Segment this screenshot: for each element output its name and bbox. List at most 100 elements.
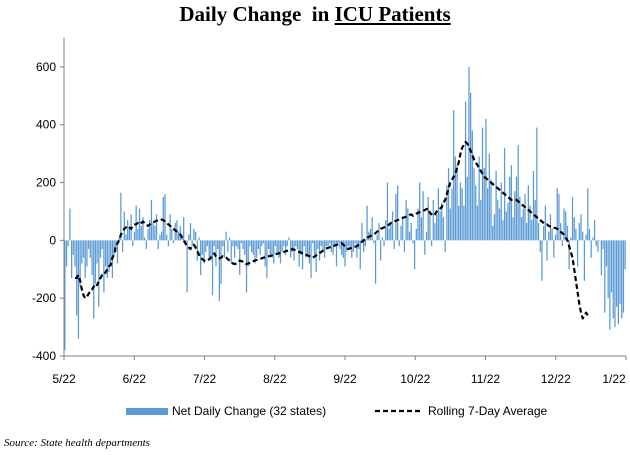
bar — [509, 176, 511, 241]
x-tick-label: 11/22 — [471, 372, 500, 386]
bar — [578, 223, 580, 241]
bar — [249, 240, 251, 247]
bar — [381, 237, 383, 241]
bar — [587, 188, 589, 241]
bar — [447, 168, 450, 241]
bar — [393, 240, 395, 250]
bar — [220, 240, 222, 284]
bar — [349, 240, 351, 250]
legend: Net Daily Change (32 states) Rolling 7-D… — [0, 401, 630, 421]
bar — [217, 240, 219, 250]
bar — [429, 214, 431, 241]
bar — [127, 220, 129, 241]
bar — [106, 240, 108, 278]
bar — [172, 240, 175, 244]
bar — [473, 168, 475, 241]
bar — [123, 211, 125, 241]
bar — [344, 240, 346, 267]
bar — [495, 170, 497, 241]
bar — [329, 240, 331, 244]
chart-title: Daily Change in ICU Patients — [0, 2, 630, 27]
bar — [211, 240, 214, 296]
bar — [325, 240, 327, 247]
bar — [332, 240, 334, 255]
bar — [137, 228, 139, 241]
bar — [186, 240, 188, 293]
bar — [616, 240, 618, 307]
bar — [488, 153, 490, 241]
bar — [517, 144, 519, 241]
bar — [79, 240, 81, 287]
bar — [536, 127, 538, 241]
bar — [534, 199, 536, 241]
bar — [483, 168, 485, 241]
bar — [247, 240, 249, 267]
bar — [430, 240, 433, 247]
bar — [94, 240, 97, 284]
bar — [84, 240, 86, 278]
bar — [93, 240, 95, 319]
bar — [522, 208, 524, 241]
bar — [371, 217, 373, 241]
bar — [436, 214, 438, 241]
bar — [444, 240, 446, 252]
bar — [397, 185, 399, 241]
bar — [475, 185, 477, 241]
bar — [133, 231, 136, 241]
bar — [543, 225, 545, 241]
bar — [298, 240, 300, 267]
bar — [203, 240, 205, 264]
bar — [532, 170, 535, 241]
bar — [140, 225, 142, 241]
bar — [415, 228, 417, 241]
bar — [481, 127, 484, 241]
bar — [386, 182, 389, 241]
bar — [446, 185, 448, 241]
bar — [449, 208, 451, 241]
bar — [425, 231, 428, 241]
bar — [617, 240, 619, 325]
bar — [232, 240, 234, 247]
x-tick-label: 8/22 — [263, 372, 287, 386]
bar — [361, 223, 363, 241]
bar — [412, 240, 414, 244]
bar — [96, 240, 98, 264]
bar — [520, 217, 523, 241]
bar — [497, 199, 499, 241]
bar — [174, 223, 176, 241]
bar — [553, 240, 555, 258]
bar — [541, 240, 543, 281]
bar — [471, 130, 473, 241]
bar — [159, 234, 161, 241]
bar — [622, 240, 625, 313]
bar — [588, 228, 591, 241]
bar — [403, 240, 406, 252]
bar — [575, 228, 577, 241]
bar — [568, 240, 570, 270]
bar — [228, 237, 231, 241]
bar — [442, 217, 445, 241]
bar — [463, 205, 465, 241]
bar — [602, 240, 604, 250]
bar — [69, 208, 71, 241]
bar — [339, 240, 341, 250]
bar — [301, 240, 304, 270]
y-tick-label: -200 — [32, 291, 56, 305]
bar — [295, 240, 297, 247]
bar — [147, 228, 149, 241]
bar — [492, 225, 494, 241]
bar — [164, 194, 166, 241]
bar — [77, 240, 80, 339]
bar — [177, 231, 180, 241]
x-tick-label: 9/22 — [333, 372, 357, 386]
bar — [269, 240, 271, 255]
bar — [305, 240, 307, 258]
bar — [391, 211, 394, 241]
bar — [395, 194, 397, 241]
bar — [515, 176, 518, 241]
bar — [113, 240, 115, 255]
bar — [390, 223, 392, 241]
bar — [283, 240, 285, 247]
bar — [347, 240, 350, 247]
bar — [580, 214, 582, 241]
